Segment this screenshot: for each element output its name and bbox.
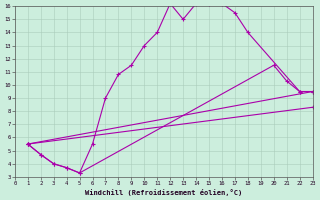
- X-axis label: Windchill (Refroidissement éolien,°C): Windchill (Refroidissement éolien,°C): [85, 189, 242, 196]
